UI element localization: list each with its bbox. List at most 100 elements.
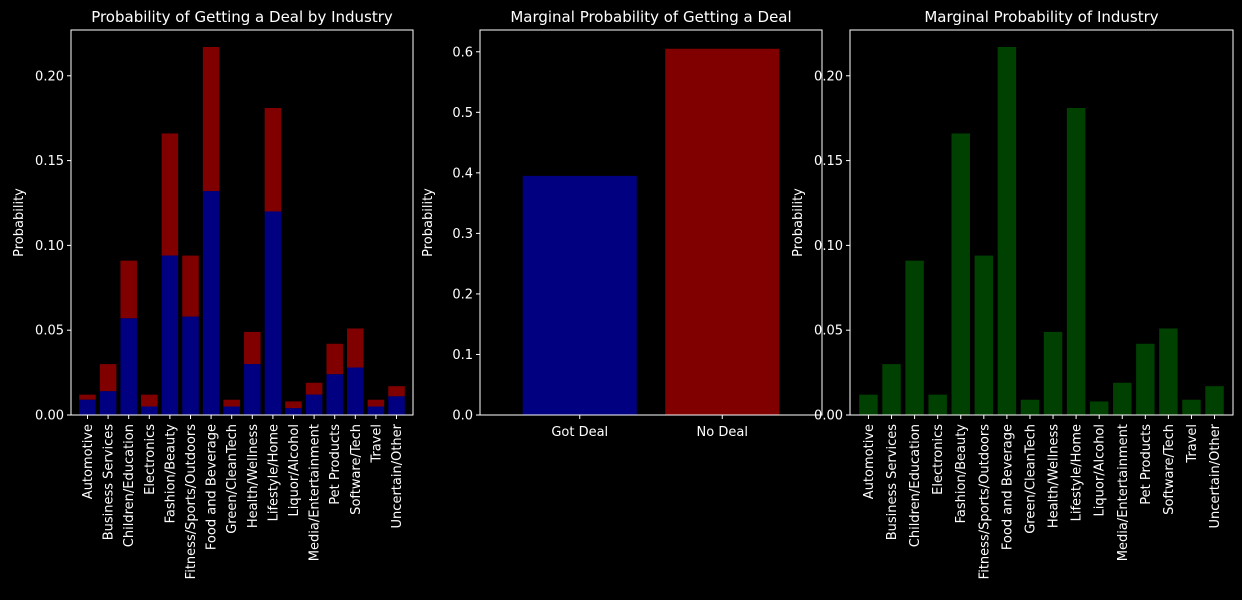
bar-no-deal (388, 386, 405, 397)
x-tick-label: Food and Beverage (205, 424, 220, 550)
x-tick-label: Electronics (143, 424, 158, 495)
y-tick-label: 0.00 (814, 409, 843, 424)
x-tick-label: Pet Products (1139, 424, 1154, 505)
y-axis-label: Probability (791, 188, 806, 257)
x-tick-label: Media/Entertainment (1116, 424, 1131, 561)
x-tick-label: Automotive (81, 424, 96, 499)
marginal-industry-chart: Marginal Probability of Industry Probabil… (791, 8, 1234, 580)
x-tick-label: Business Services (885, 424, 900, 541)
x-tick-label: Uncertain/Other (390, 423, 405, 528)
x-tick-label: Business Services (102, 424, 117, 541)
bar-got-deal (285, 408, 302, 415)
bar (1205, 386, 1224, 415)
x-tick-label: Got Deal (551, 425, 608, 440)
bar-no-deal (285, 401, 302, 409)
bar-got-deal (244, 364, 261, 415)
x-tick-label: Fitness/Sports/Outdoors (184, 424, 199, 580)
bar-no-deal (79, 394, 96, 400)
bar-got-deal (305, 394, 323, 415)
bar (665, 48, 780, 416)
y-tick-label: 0.15 (35, 154, 64, 169)
x-tick-label: Children/Education (908, 424, 923, 547)
x-tick-label: Health/Wellness (246, 424, 261, 528)
bar-no-deal (202, 46, 220, 192)
bar (1043, 331, 1063, 415)
x-tick-label: Pet Products (328, 424, 343, 505)
bar (1089, 401, 1109, 415)
x-tick-label: Fashion/Beauty (954, 424, 969, 524)
bar (905, 260, 924, 415)
bar (882, 364, 901, 415)
y-axis-label: Probability (12, 188, 27, 257)
bar (928, 394, 947, 415)
y-tick-label: 0.4 (452, 166, 473, 181)
y-tick-label: 0.10 (814, 239, 843, 254)
bar-got-deal (120, 318, 137, 415)
x-tick-label: Health/Wellness (1047, 424, 1062, 528)
bar-got-deal (161, 255, 179, 415)
chart-title: Marginal Probability of Getting a Deal (510, 8, 791, 26)
bar (1136, 343, 1155, 415)
x-tick-label: Travel (369, 424, 384, 464)
y-tick-label: 0.0 (452, 409, 473, 424)
bar-no-deal (347, 328, 364, 368)
y-tick-label: 0.10 (35, 239, 64, 254)
bar-got-deal (79, 399, 96, 415)
bar (974, 255, 994, 415)
bar-no-deal (161, 133, 179, 256)
axes-frame (849, 29, 1234, 416)
x-tick-label: Lifestyle/Home (1070, 424, 1085, 521)
x-tick-label: Media/Entertainment (308, 424, 323, 561)
bar-no-deal (99, 364, 117, 392)
bar-no-deal (141, 394, 158, 407)
bar-got-deal (202, 191, 220, 415)
bar (522, 175, 637, 415)
bar-no-deal (367, 399, 385, 407)
y-tick-label: 0.05 (35, 324, 64, 339)
y-tick-label: 0.20 (814, 69, 843, 84)
bar (1066, 108, 1086, 415)
bar-no-deal (182, 255, 199, 317)
x-tick-label: Liquor/Alcohol (1093, 424, 1108, 516)
y-tick-label: 0.20 (35, 69, 64, 84)
x-tick-label: Electronics (931, 424, 946, 495)
x-tick-label: Fitness/Sports/Outdoors (977, 424, 992, 580)
x-tick-label: Software/Tech (349, 424, 364, 515)
bar-no-deal (264, 108, 282, 212)
y-tick-label: 0.3 (452, 227, 473, 242)
bar (1159, 328, 1178, 415)
y-tick-label: 0.6 (452, 45, 473, 60)
bar-no-deal (305, 382, 323, 395)
x-tick-label: Green/CleanTech (1023, 424, 1038, 534)
axes-frame (70, 29, 414, 416)
y-tick-label: 0.15 (814, 154, 843, 169)
x-tick-label: Automotive (862, 424, 877, 499)
bar-no-deal (244, 331, 261, 365)
bar-got-deal (264, 211, 282, 415)
bar-no-deal (326, 343, 343, 375)
x-tick-label: Liquor/Alcohol (287, 424, 302, 516)
bar (859, 394, 878, 415)
y-tick-label: 0.1 (452, 348, 473, 363)
y-axis-label: Probability (421, 188, 436, 257)
bar-got-deal (347, 367, 364, 415)
bar (951, 133, 970, 416)
x-tick-label: Green/CleanTech (225, 424, 240, 534)
marginal-deal-chart: Marginal Probability of Getting a Deal Pr… (421, 8, 823, 440)
y-tick-label: 0.2 (452, 287, 473, 302)
bar-no-deal (120, 260, 137, 319)
x-tick-label: Uncertain/Other (1208, 423, 1223, 528)
bar-got-deal (326, 374, 343, 415)
bar-got-deal (141, 406, 158, 415)
x-tick-label: Software/Tech (1162, 424, 1177, 515)
bar (1020, 399, 1040, 415)
bar-got-deal (223, 406, 240, 415)
bar (997, 46, 1017, 415)
chart-title: Probability of Getting a Deal by Industr… (91, 8, 393, 26)
x-tick-label: Lifestyle/Home (266, 424, 281, 521)
bar-got-deal (388, 396, 405, 415)
x-tick-label: Fashion/Beauty (163, 424, 178, 524)
bar (1113, 382, 1132, 415)
bar-got-deal (99, 391, 117, 415)
